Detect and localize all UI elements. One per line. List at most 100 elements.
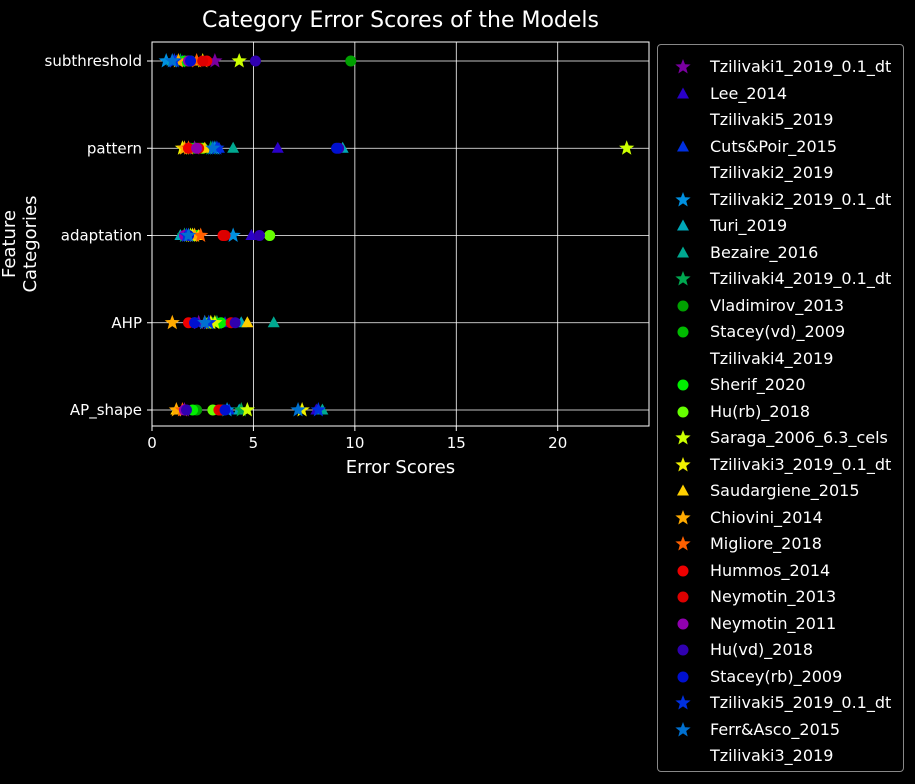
legend-marker (675, 191, 691, 206)
data-point (241, 316, 254, 328)
legend-item: Tzilivaki3_2019_0.1_dt (658, 452, 903, 478)
legend-marker-shape (675, 271, 691, 286)
legend-marker (677, 671, 689, 682)
data-point (233, 402, 249, 417)
legend-marker (670, 162, 696, 184)
data-point (168, 402, 184, 417)
legend-item: Bezaire_2016 (658, 240, 903, 266)
data-point (207, 53, 223, 68)
legend-marker-shape (677, 326, 689, 338)
legend-marker-shape (677, 379, 689, 391)
data-point (158, 53, 174, 68)
data-point (227, 141, 240, 153)
legend-marker (670, 745, 696, 767)
legend-item: Saraga_2006_6.3_cels (658, 425, 903, 451)
legend-marker (677, 565, 689, 576)
legend-marker-shape (677, 219, 689, 231)
legend-label: Tzilivaki4_2019 (710, 348, 834, 368)
data-point (189, 53, 205, 68)
legend-marker-shape (677, 140, 689, 151)
legend-item: Tzilivaki4_2019 (658, 346, 903, 372)
data-point (197, 314, 213, 330)
legend-label: Hu(rb)_2018 (710, 401, 811, 421)
legend-label: Vladimirov_2013 (710, 295, 845, 315)
legend-item: Lee_2014 (658, 81, 903, 107)
legend-item: Neymotin_2013 (658, 584, 903, 610)
legend-label: Tzilivaki1_2019_0.1_dt (710, 57, 892, 76)
x-axis-ticks: 0 5 10 15 20 (147, 426, 567, 452)
legend-marker-shape (677, 671, 689, 682)
legend-label: Ferr&Asco_2015 (710, 719, 841, 739)
legend-marker-shape (677, 618, 689, 629)
y-tick-label: pattern (87, 139, 142, 157)
legend-item: Tzilivaki5_2019_0.1_dt (658, 690, 903, 716)
data-point (193, 227, 209, 242)
legend-marker-shape (677, 87, 689, 98)
data-point (249, 55, 261, 67)
y-tick-label: AP_shape (70, 401, 142, 420)
data-point (164, 53, 180, 68)
data-point (191, 142, 203, 154)
legend-item: Tzilivaki3_2019 (658, 743, 903, 769)
legend-marker-shape (677, 591, 689, 603)
legend-label: Saudargiene_2015 (710, 481, 860, 500)
data-point (197, 55, 209, 67)
data-point (264, 230, 276, 241)
legend-item: Hummos_2014 (658, 558, 903, 584)
data-point (164, 314, 180, 330)
legend-label: Tzilivaki4_2019_0.1_dt (710, 269, 892, 288)
data-point (310, 402, 326, 417)
legend-marker (677, 484, 689, 496)
data-point (290, 402, 306, 417)
legend-marker (675, 271, 691, 286)
legend-item: Turi_2019 (658, 213, 903, 239)
data-point (205, 140, 221, 155)
legend-label: Chiovini_2014 (710, 507, 823, 527)
data-point (271, 141, 284, 153)
legend-label: Stacey(vd)_2009 (710, 322, 846, 341)
legend-marker-shape (677, 300, 689, 311)
y-axis-label: Feature Categories (0, 195, 41, 293)
legend-marker (675, 456, 691, 471)
legend-item: Neymotin_2011 (658, 611, 903, 637)
data-point (219, 404, 231, 416)
legend-label: Tzilivaki2_2019_0.1_dt (710, 189, 892, 209)
legend-item: Sherif_2020 (658, 372, 903, 398)
legend-item: Tzilivaki2_2019 (658, 160, 903, 186)
data-point (229, 317, 241, 329)
legend-marker (677, 326, 689, 338)
data-point (619, 140, 635, 155)
legend-label: Hummos_2014 (710, 560, 831, 580)
legend-label: Tzilivaki3_2019 (710, 746, 834, 765)
data-point (239, 402, 255, 417)
legend-marker (675, 509, 691, 524)
data-point (219, 230, 231, 241)
legend-marker-shape (677, 484, 689, 496)
x-tick-label: 5 (249, 434, 259, 452)
legend-marker-shape (677, 246, 689, 257)
data-point (254, 230, 266, 241)
legend-marker-shape (675, 456, 691, 471)
legend-label: Tzilivaki2_2019 (710, 163, 834, 182)
legend-label: Tzilivaki5_2019_0.1_dt (710, 693, 892, 712)
legend-marker-shape (677, 406, 689, 417)
legend-marker-shape (675, 721, 691, 736)
legend-marker (675, 430, 691, 445)
legend-item: Hu(vd)_2018 (658, 637, 903, 663)
legend-label: Turi_2019 (710, 216, 788, 235)
legend-item: Vladimirov_2013 (658, 293, 903, 319)
x-tick-label: 20 (548, 434, 567, 452)
legend-item: Migliore_2018 (658, 531, 903, 557)
legend-marker (677, 406, 689, 417)
legend-marker (675, 695, 691, 710)
x-tick-label: 10 (345, 434, 364, 452)
legend-marker (677, 300, 689, 311)
legend: Tzilivaki1_2019_0.1_dt Lee_2014 Tzilivaki5… (657, 44, 904, 772)
legend-item: Chiovini_2014 (658, 505, 903, 531)
y-axis-ticks: subthreshold pattern adaptation AHP AP_shape (45, 52, 152, 420)
data-point (180, 227, 197, 242)
legend-item: Tzilivaki2_2019_0.1_dt (658, 187, 903, 213)
legend-marker (677, 618, 689, 629)
legend-marker (677, 87, 689, 98)
